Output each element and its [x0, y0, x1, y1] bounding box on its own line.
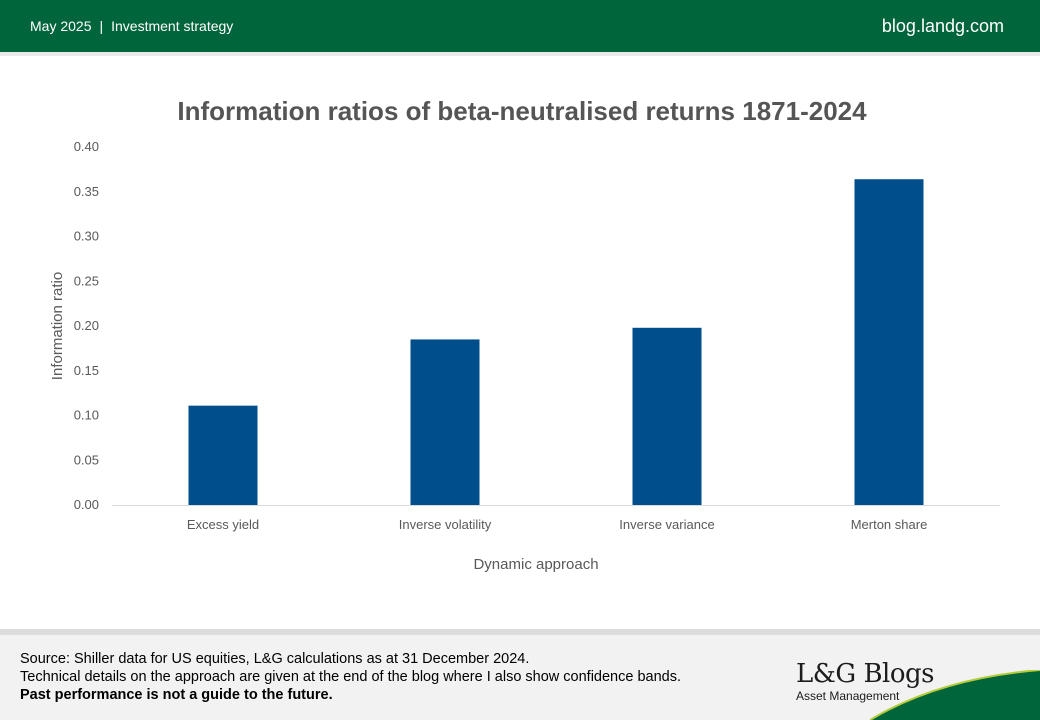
bar [188, 405, 258, 505]
footer: Source: Shiller data for US equities, L&… [0, 629, 1040, 720]
header-bar: May 2025 | Investment strategy blog.land… [0, 0, 1040, 52]
x-tick-label: Inverse variance [619, 517, 714, 532]
header-separator: | [99, 18, 104, 34]
bar-chart: 0.00 0.05 0.10 0.15 0.20 0.25 0.30 0.35 0.40 Exce… [49, 139, 1000, 573]
y-tick-label: 0.25 [74, 273, 99, 288]
y-tick-label: 0.00 [74, 497, 99, 512]
y-tick-label: 0.10 [74, 408, 99, 423]
y-tick-label: 0.35 [74, 184, 99, 199]
header-date: May 2025 [30, 18, 92, 34]
y-axis-title: Information ratio [49, 272, 66, 380]
x-tick-label: Excess yield [187, 517, 259, 532]
brand-subtitle: Asset Management [796, 689, 900, 703]
x-tick-label: Inverse volatility [399, 517, 492, 532]
y-tick-label: 0.05 [74, 452, 99, 467]
disclaimer: Past performance is not a guide to the f… [20, 687, 333, 703]
bar [410, 339, 480, 505]
footer-notes: Source: Shiller data for US equities, L&… [20, 650, 681, 704]
bar [854, 179, 924, 505]
source-note: Source: Shiller data for US equities, L&… [20, 651, 530, 667]
site-link[interactable]: blog.landg.com [881, 16, 1004, 36]
x-tick-label: Merton share [851, 517, 928, 532]
chart-title: Information ratios of beta-neutralised r… [177, 96, 867, 126]
brand-name: L&G Blogs [796, 659, 935, 689]
y-tick-label: 0.30 [74, 229, 99, 244]
y-tick-label: 0.20 [74, 318, 99, 333]
y-tick-label: 0.15 [74, 363, 99, 378]
technical-note: Technical details on the approach are gi… [20, 669, 681, 685]
header-divider [0, 52, 1040, 56]
y-tick-label: 0.40 [74, 139, 99, 154]
brand-swoosh-icon [870, 670, 1040, 720]
bar [632, 327, 702, 505]
header-category: Investment strategy [111, 18, 234, 34]
x-axis-title: Dynamic approach [473, 556, 598, 573]
brand-logo: L&G Blogs Asset Management [796, 659, 935, 703]
header-meta: May 2025 | Investment strategy [30, 18, 233, 34]
